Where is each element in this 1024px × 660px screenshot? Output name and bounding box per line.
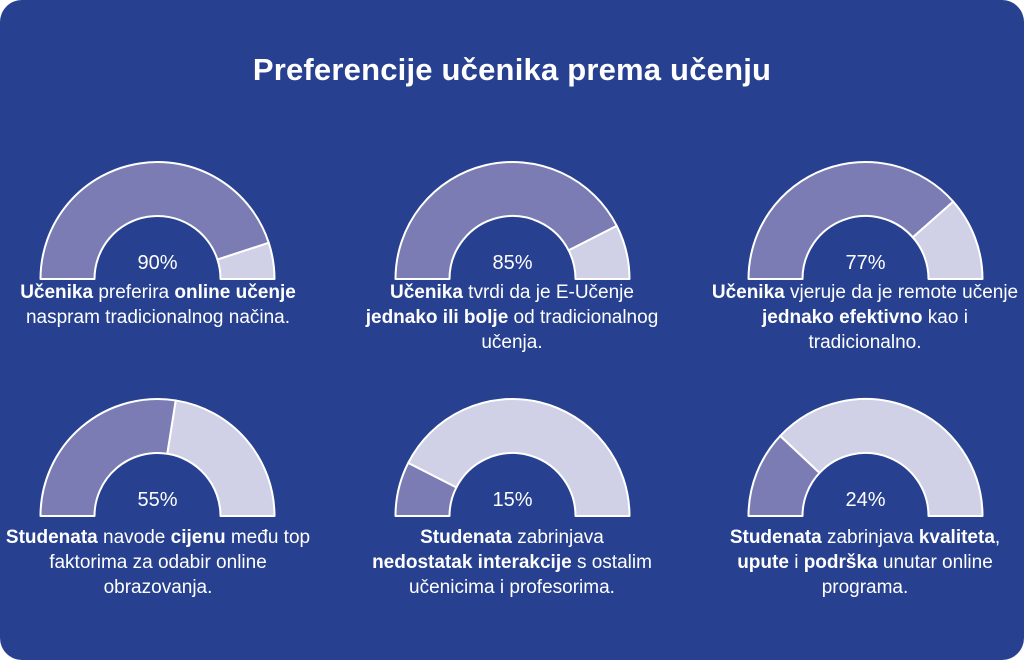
caption-segment: kvaliteta bbox=[918, 527, 995, 548]
caption-segment: Studenata bbox=[5, 527, 98, 548]
page-title: Preferencije učenika prema učenju bbox=[252, 52, 772, 87]
caption-segment: Učenika bbox=[20, 282, 94, 303]
caption-segment: naspram tradicionalnog načina. bbox=[25, 307, 291, 328]
caption-segment: unutar online programa. bbox=[821, 552, 993, 598]
caption-segment: jednako efektivno bbox=[762, 307, 923, 328]
caption-segment: online učenje bbox=[174, 282, 296, 303]
gauge-2-svg bbox=[394, 161, 631, 280]
gauge-5-svg bbox=[394, 398, 631, 517]
caption-segment: vjeruje da je remote učenje bbox=[784, 282, 1019, 303]
gauge-remaining-segment bbox=[407, 398, 631, 517]
gauge-3: 77% bbox=[747, 155, 984, 281]
caption-1: Učenika preferira online učenje naspram … bbox=[3, 280, 313, 330]
gauge-6: 24% bbox=[747, 392, 984, 518]
gauge-filled-segment bbox=[394, 161, 618, 280]
gauge-2-value: 85% bbox=[492, 252, 533, 274]
gauge-remaining-segment bbox=[911, 200, 984, 280]
gauge-6-svg bbox=[747, 398, 984, 517]
gauge-4-value: 55% bbox=[137, 489, 178, 511]
caption-6: Studenata zabrinjava kvaliteta, upute i … bbox=[710, 525, 1020, 600]
caption-segment: zabrinjava bbox=[511, 527, 604, 548]
caption-segment: Studenata bbox=[729, 527, 822, 548]
caption-segment: zabrinjava bbox=[821, 527, 919, 548]
caption-segment: Učenika bbox=[390, 282, 463, 303]
gauge-6-value: 24% bbox=[845, 489, 886, 511]
gauge-filled-segment bbox=[39, 398, 177, 517]
caption-segment: nedostatak interakcije bbox=[372, 552, 572, 573]
caption-segment: upute bbox=[737, 552, 789, 573]
caption-3: Učenika vjeruje da je remote učenje jedn… bbox=[710, 280, 1020, 355]
gauge-remaining-segment bbox=[166, 399, 276, 517]
caption-5: Studenata zabrinjava nedostatak interakc… bbox=[372, 525, 652, 600]
caption-segment: Studenata bbox=[420, 527, 512, 548]
gauge-4-svg bbox=[39, 398, 276, 517]
caption-segment: cijenu bbox=[170, 527, 226, 548]
caption-segment: kao i tradicionalno. bbox=[808, 307, 968, 353]
gauge-3-value: 77% bbox=[845, 252, 886, 274]
gauge-1-svg bbox=[39, 161, 276, 280]
gauge-remaining-segment bbox=[779, 398, 984, 517]
caption-4: Studenata navode cijenu među top faktori… bbox=[3, 525, 313, 600]
caption-segment: među top faktorima za odabir online obra… bbox=[49, 527, 311, 598]
gauge-filled-segment bbox=[747, 161, 955, 280]
caption-segment: s ostalim učenicima i profesorima. bbox=[409, 552, 652, 598]
caption-segment: tvrdi da je E-Učenje bbox=[462, 282, 634, 303]
caption-2: Učenika tvrdi da je E-Učenje jednako ili… bbox=[357, 280, 667, 355]
gauge-1-value: 90% bbox=[137, 252, 178, 274]
gauge-5: 15% bbox=[394, 392, 631, 518]
caption-segment: podrška bbox=[803, 552, 878, 573]
gauge-filled-segment bbox=[39, 161, 270, 280]
caption-segment: i bbox=[788, 552, 804, 573]
caption-segment: navode bbox=[97, 527, 171, 548]
caption-segment: jednako ili bolje bbox=[365, 307, 509, 328]
caption-segment: preferira bbox=[93, 282, 175, 303]
caption-segment: , bbox=[994, 527, 1001, 548]
gauge-1: 90% bbox=[39, 155, 276, 281]
caption-segment: Učenika bbox=[711, 282, 785, 303]
gauge-3-svg bbox=[747, 161, 984, 280]
gauge-4: 55% bbox=[39, 392, 276, 518]
gauge-remaining-segment bbox=[567, 224, 631, 280]
gauge-5-value: 15% bbox=[492, 489, 533, 511]
gauge-2: 85% bbox=[394, 155, 631, 281]
caption-segment: od tradicionalnog učenja. bbox=[481, 307, 659, 353]
gauge-remaining-segment bbox=[216, 241, 276, 280]
